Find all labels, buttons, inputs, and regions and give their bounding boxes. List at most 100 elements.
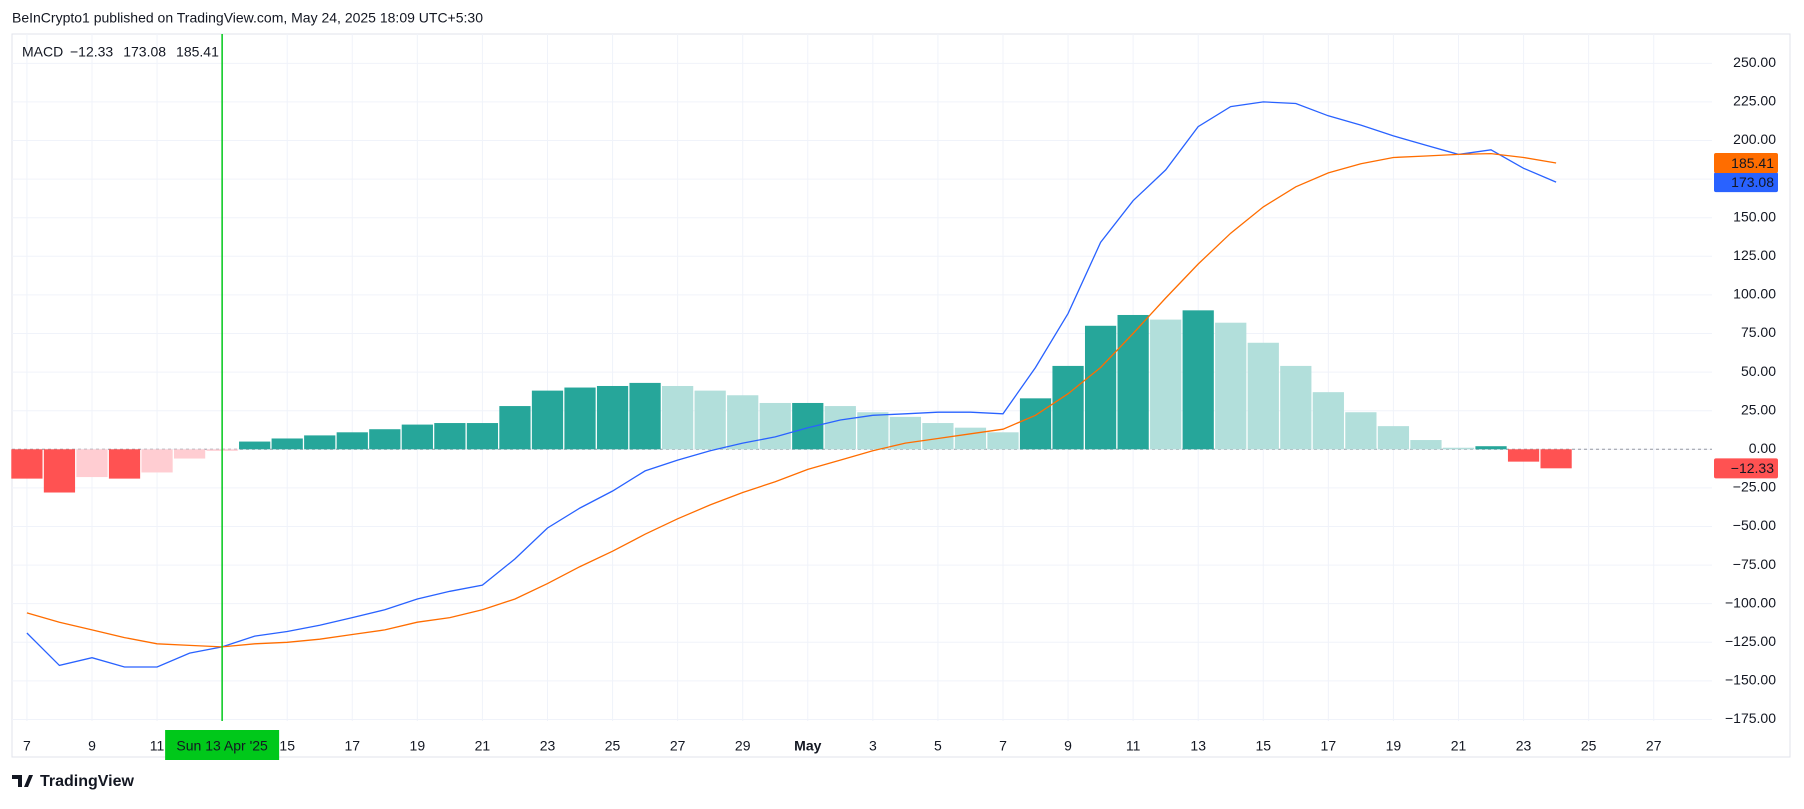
histogram-bar [1410, 440, 1442, 450]
y-tick-label: −50.00 [1733, 517, 1776, 533]
frame [11, 33, 1791, 758]
crosshair-label-bg [165, 730, 280, 760]
axis-value-tag [1714, 172, 1778, 193]
y-tick-label: 225.00 [1733, 93, 1776, 109]
histogram-bar [271, 438, 303, 450]
x-tick-label: 7 [999, 738, 1007, 754]
y-tick-label: 75.00 [1741, 324, 1776, 340]
histogram-bar [824, 406, 856, 450]
y-tick-label: 125.00 [1733, 247, 1776, 263]
axis-value-tag-label: 185.41 [1731, 155, 1774, 171]
x-tick-label: 19 [410, 738, 426, 754]
histogram-bar [434, 423, 466, 450]
histogram-bar [173, 449, 206, 459]
y-tick-label: 200.00 [1733, 131, 1776, 147]
histogram-bar [1019, 398, 1052, 450]
histogram-bar [531, 390, 564, 450]
y-tick-label: −75.00 [1733, 556, 1776, 572]
histogram-bar [466, 423, 499, 450]
y-tick-label: −175.00 [1725, 710, 1776, 726]
footer-logo [12, 775, 33, 787]
histogram-bar [369, 429, 401, 450]
histogram-bar [1247, 342, 1279, 450]
y-tick-label: 50.00 [1741, 363, 1776, 379]
x-tick-label: 5 [934, 738, 942, 754]
histogram-bar [1215, 322, 1247, 450]
x-tick-label: 19 [1386, 738, 1402, 754]
histogram-bar [401, 424, 433, 450]
histogram-bar [1117, 314, 1149, 450]
histogram-bar [336, 432, 368, 450]
histogram-bar [1540, 449, 1572, 469]
axis-value-tag-label: −12.33 [1731, 460, 1774, 476]
histogram-bar [889, 416, 921, 450]
histogram-bar [1150, 319, 1182, 450]
legend-value: 185.41 [176, 44, 219, 60]
x-tick-label: 27 [670, 738, 686, 754]
histogram-bar [1084, 325, 1117, 450]
histogram-bar [792, 402, 824, 450]
x-tick-label: 23 [1516, 738, 1532, 754]
axis-value-tag [1714, 458, 1778, 479]
histogram-bar [629, 382, 661, 450]
footer: TradingView [40, 773, 135, 790]
histogram-bar [304, 435, 336, 450]
x-tick-label: 3 [869, 738, 877, 754]
histogram-bar [1280, 365, 1312, 450]
histogram-bar [694, 390, 726, 450]
legend-value: 173.08 [123, 44, 166, 60]
histogram-bar [141, 449, 173, 473]
axis-value-tag [1714, 153, 1778, 174]
x-tick-label: 9 [88, 738, 96, 754]
x-tick-label: 15 [1255, 738, 1271, 754]
y-tick-label: 100.00 [1733, 286, 1776, 302]
histogram-bar [11, 449, 43, 479]
histogram-bar [727, 395, 759, 450]
histogram-bar [1507, 449, 1540, 462]
axis-value-tag-label: 173.08 [1731, 174, 1774, 190]
histogram-bar [1442, 447, 1475, 450]
histogram-bar [954, 427, 987, 450]
histogram-bar [759, 402, 791, 450]
histogram-bar [987, 432, 1019, 450]
legend-title: MACD [22, 44, 63, 60]
histogram-bar [596, 385, 629, 450]
x-tick-label: 25 [1581, 738, 1597, 754]
x-tick-label: 23 [540, 738, 556, 754]
x-tick-label: 29 [735, 738, 751, 754]
histogram-bar [76, 449, 108, 478]
x-tick-label: 13 [1190, 738, 1206, 754]
line [26, 152, 1557, 648]
x-tick-label: 25 [605, 738, 621, 754]
x-tick-label: 9 [1064, 738, 1072, 754]
x-tick-label: 21 [1451, 738, 1467, 754]
x-tick-label: 15 [279, 738, 295, 754]
y-tick-label: −125.00 [1725, 633, 1776, 649]
x-tick-label: 27 [1646, 738, 1662, 754]
histogram-bar [499, 406, 531, 450]
x-tick-label: 17 [344, 738, 360, 754]
x-tick-label: 11 [150, 738, 165, 754]
histogram-bar [857, 412, 889, 450]
y-tick-label: −25.00 [1733, 479, 1776, 495]
y-tick-label: 25.00 [1741, 401, 1776, 417]
x-tick-label: 11 [1126, 738, 1141, 754]
histogram-bar [1345, 412, 1377, 450]
grid [12, 34, 1712, 721]
crosshair-label: Sun 13 Apr '25 [176, 738, 268, 754]
histogram-bar [108, 449, 141, 479]
y-tick-label: 250.00 [1733, 54, 1776, 70]
x-tick-label: 17 [1321, 738, 1337, 754]
x-tick-label: 7 [23, 738, 31, 754]
line [26, 101, 1557, 668]
histogram-bar [1377, 426, 1410, 450]
histogram-bar [662, 385, 694, 450]
x-tick-label: May [794, 738, 821, 754]
histogram-bar [239, 441, 271, 450]
x-tick-label: 21 [475, 738, 491, 754]
histogram-bar [1312, 392, 1344, 450]
y-tick-label: −100.00 [1725, 594, 1776, 610]
y-tick-label: 0.00 [1749, 440, 1776, 456]
